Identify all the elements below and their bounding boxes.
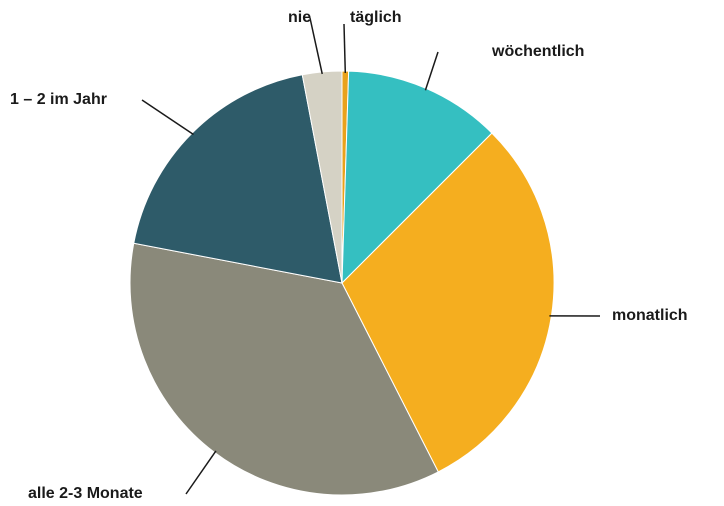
leader-line xyxy=(309,17,323,75)
leader-line xyxy=(424,51,439,91)
slice-label: 1 – 2 im Jahr xyxy=(10,91,107,108)
slice-label: alle 2-3 Monate xyxy=(28,485,143,502)
leader-line xyxy=(141,99,194,136)
slice-label: täglich xyxy=(350,9,402,26)
slice-label: nie xyxy=(288,9,311,26)
leader-line xyxy=(185,450,217,495)
leader-line xyxy=(343,23,347,74)
slice-label: wöchentlich xyxy=(491,43,584,60)
slice-label: monatlich xyxy=(612,307,688,324)
